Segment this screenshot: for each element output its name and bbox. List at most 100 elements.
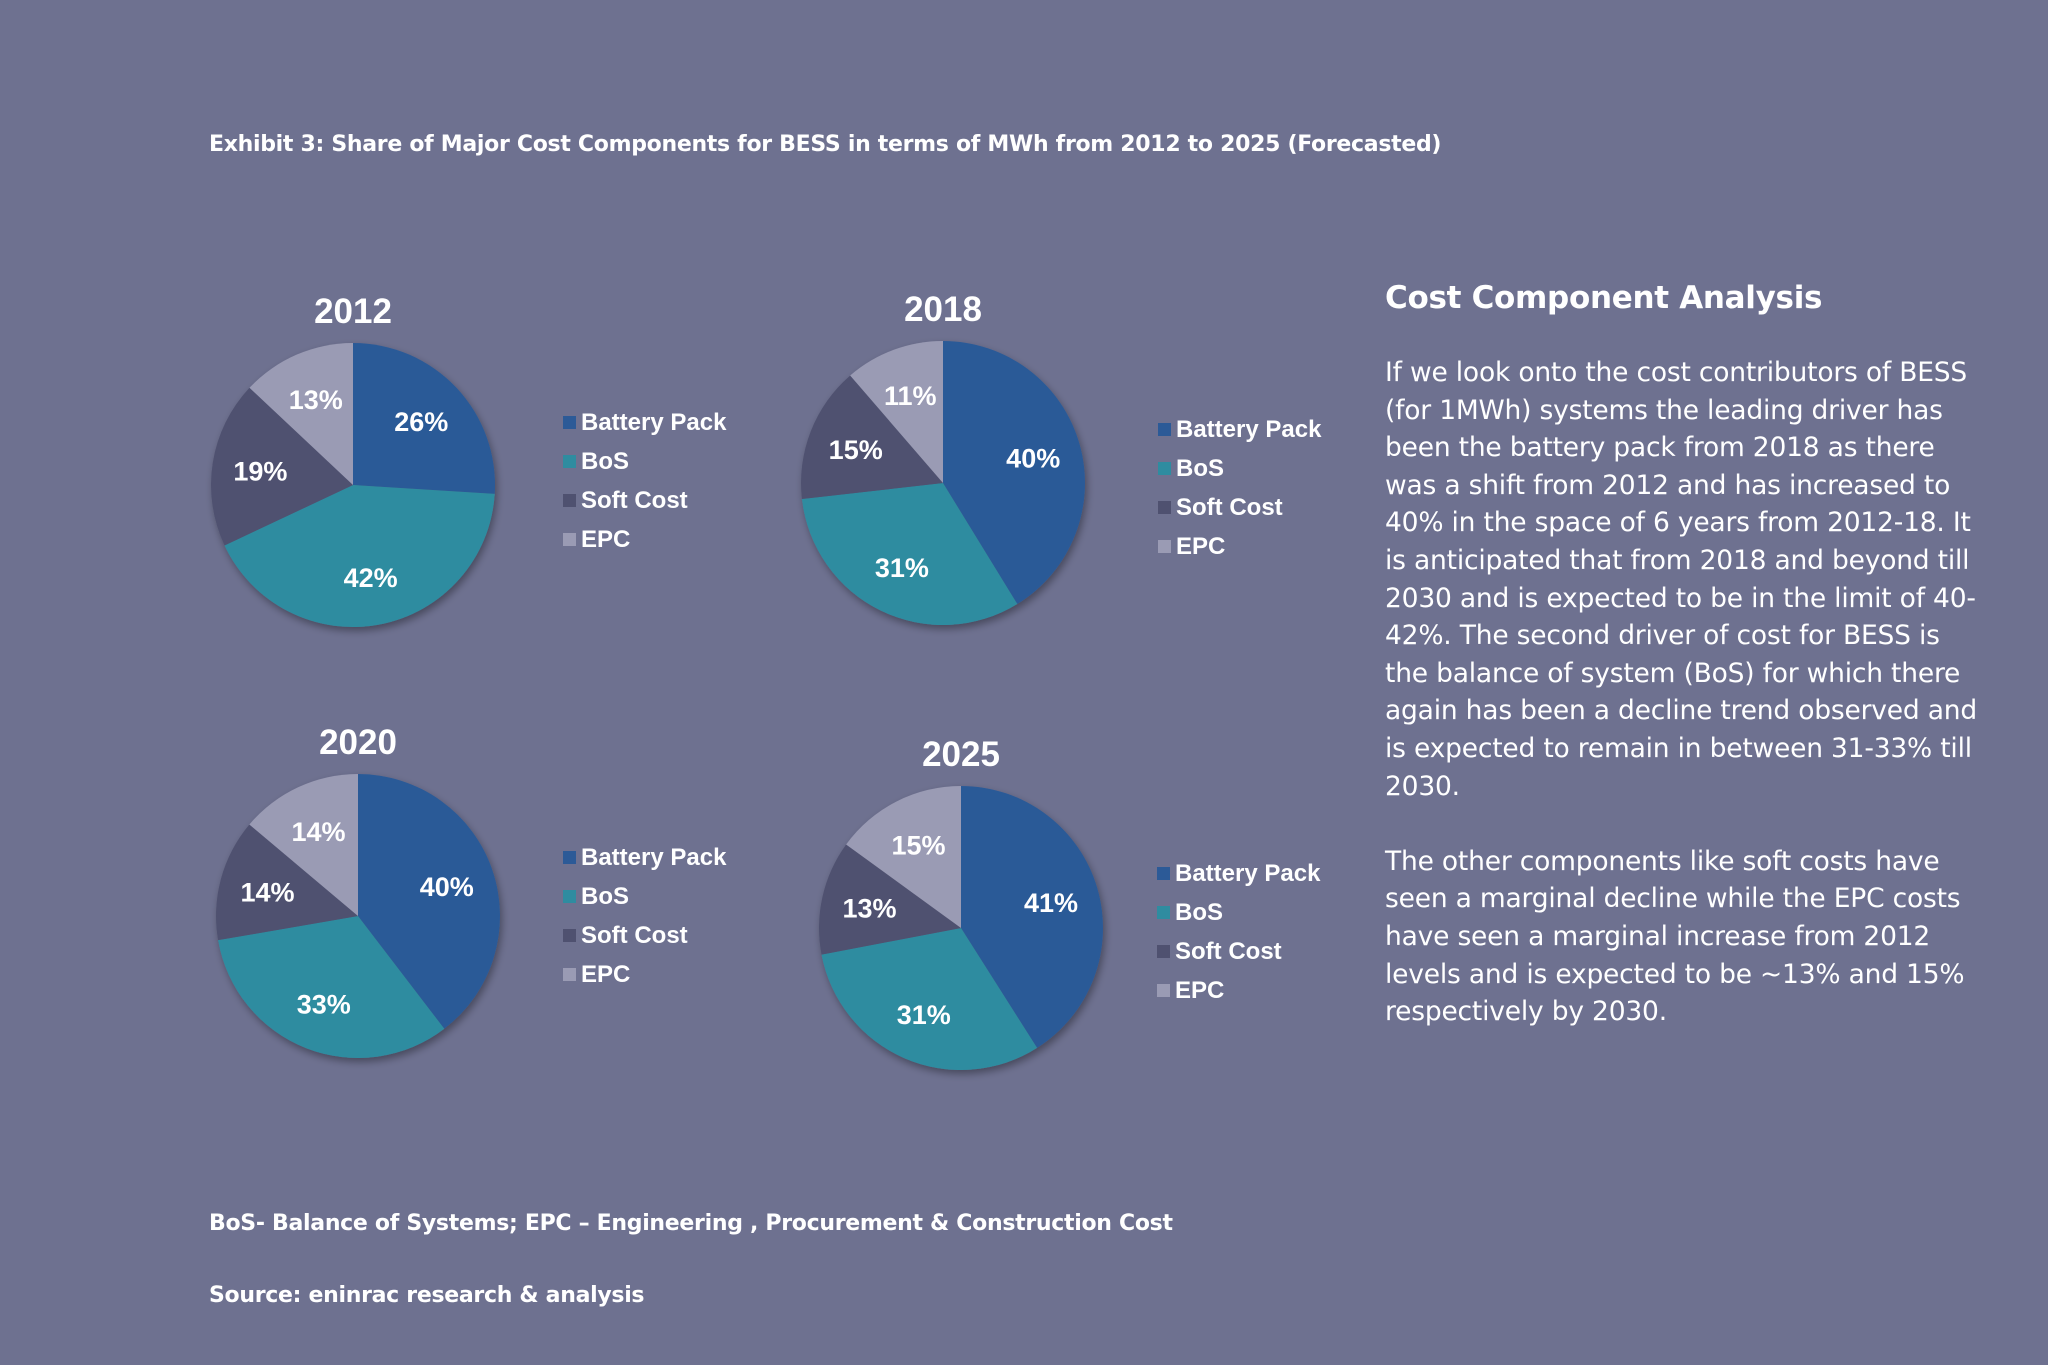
legend-label: Soft Cost — [581, 486, 688, 514]
legend-label: Battery Pack — [1175, 859, 1321, 887]
legend-item-epc: EPC — [563, 520, 726, 559]
data-label-epc: 11% — [884, 381, 937, 411]
analysis-panel: Cost Component Analysis If we look onto … — [1385, 280, 1985, 1068]
pie-slice-soft-cost — [800, 375, 943, 500]
data-label-epc: 14% — [291, 817, 345, 847]
pie-svg: 2012 26% 42% 19% 13% — [210, 292, 496, 628]
pie-slice-epc — [846, 786, 961, 928]
data-label-epc: 15% — [891, 831, 945, 861]
data-label-epc: 13% — [289, 385, 343, 415]
legend-swatch — [1157, 984, 1170, 997]
legend-item-bos: BoS — [563, 442, 726, 481]
legend-item-epc: EPC — [1157, 971, 1320, 1010]
exhibit-title: Exhibit 3: Share of Major Cost Component… — [209, 132, 1442, 157]
legend-swatch — [563, 929, 576, 942]
legend-label: Soft Cost — [1175, 937, 1282, 965]
pie-slice-bos — [801, 483, 1018, 625]
pie-slice-soft-cost — [215, 824, 358, 941]
pie-chart-2020: 2020 40% 33% 14% 14% — [205, 711, 525, 1076]
pie-chart-2018: 2018 40% 31% 15% 11% — [790, 278, 1110, 643]
legend-swatch — [1157, 945, 1170, 958]
data-label-soft-cost: 15% — [829, 435, 883, 465]
legend-label: Soft Cost — [581, 921, 688, 949]
legend-label: Battery Pack — [1176, 415, 1322, 443]
legend-label: Soft Cost — [1176, 493, 1283, 521]
legend-item-epc: EPC — [563, 955, 726, 994]
legend-item-bos: BoS — [1157, 893, 1320, 932]
analysis-paragraph-2: The other components like soft costs hav… — [1385, 845, 1965, 1028]
pie-slice-epc — [249, 343, 353, 485]
data-label-bos: 31% — [897, 1000, 951, 1030]
legend-item-soft-cost: Soft Cost — [1157, 932, 1320, 971]
pie-slice-epc — [249, 774, 358, 916]
legend-swatch — [1158, 423, 1171, 436]
pie-title: 2020 — [319, 723, 397, 762]
legend-item-battery-pack: Battery Pack — [563, 838, 726, 877]
legend-item-bos: BoS — [1158, 449, 1321, 488]
pie-slice-battery-pack — [353, 343, 496, 494]
legend-item-soft-cost: Soft Cost — [563, 916, 726, 955]
pie-title: 2025 — [922, 735, 1000, 774]
pie-slices — [215, 774, 501, 1059]
pie-slice-bos — [218, 916, 445, 1059]
legend-swatch — [563, 416, 576, 429]
analysis-heading: Cost Component Analysis — [1385, 280, 1823, 316]
legend-swatch — [1157, 867, 1170, 880]
legend-label: BoS — [1175, 898, 1223, 926]
data-label-soft-cost: 14% — [240, 878, 294, 908]
pie-title: 2018 — [904, 290, 982, 329]
pie-slice-battery-pack — [961, 786, 1103, 1048]
pie-slices — [819, 786, 1103, 1070]
legend-item-soft-cost: Soft Cost — [1158, 488, 1321, 527]
legend-item-battery-pack: Battery Pack — [1157, 854, 1320, 893]
legend-label: EPC — [581, 960, 631, 988]
legend-swatch — [563, 968, 576, 981]
legend-swatch — [1158, 501, 1171, 514]
data-label-soft-cost: 19% — [233, 456, 287, 486]
pie-slice-soft-cost — [210, 387, 353, 546]
pie-chart-2012: 2012 26% 42% 19% 13% — [200, 280, 520, 645]
legend-label: Battery Pack — [581, 843, 727, 871]
pie-svg: 2020 40% 33% 14% 14% — [215, 723, 501, 1059]
pie-slices — [210, 343, 496, 628]
legend-swatch — [563, 851, 576, 864]
analysis-paragraph-1: If we look onto the cost contributors of… — [1385, 357, 1977, 802]
source-note: Source: eninrac research & analysis — [209, 1283, 645, 1308]
legend-label: EPC — [1175, 976, 1225, 1004]
pie-svg: 2025 41% 31% 13% 15% — [819, 735, 1103, 1070]
pie-chart-2025: 2025 41% 31% 13% 15% — [808, 723, 1128, 1088]
legend-2025: Battery Pack BoS Soft Cost EPC — [1157, 854, 1320, 1010]
pie-slice-bos — [224, 485, 495, 628]
pie-title: 2012 — [314, 292, 392, 331]
data-label-soft-cost: 13% — [842, 894, 896, 924]
legend-label: EPC — [1176, 532, 1226, 560]
legend-2012: Battery Pack BoS Soft Cost EPC — [563, 403, 726, 559]
legend-2020: Battery Pack BoS Soft Cost EPC — [563, 838, 726, 994]
legend-swatch — [1158, 540, 1171, 553]
legend-label: BoS — [581, 447, 629, 475]
data-label-bos: 42% — [344, 563, 398, 593]
data-label-battery-pack: 40% — [1006, 444, 1060, 474]
legend-swatch — [1157, 906, 1170, 919]
legend-label: EPC — [581, 525, 631, 553]
legend-swatch — [563, 494, 576, 507]
data-label-battery-pack: 41% — [1024, 888, 1078, 918]
legend-swatch — [563, 533, 576, 546]
legend-item-battery-pack: Battery Pack — [563, 403, 726, 442]
pie-slice-soft-cost — [819, 844, 961, 955]
legend-swatch — [563, 455, 576, 468]
pie-slices — [800, 341, 1085, 625]
pie-svg: 2018 40% 31% 15%11% — [800, 290, 1085, 625]
pie-slice-epc — [850, 341, 943, 483]
legend-item-bos: BoS — [563, 877, 726, 916]
pie-slice-battery-pack — [358, 774, 501, 1029]
pie-slice-bos — [821, 928, 1038, 1070]
legend-label: BoS — [581, 882, 629, 910]
pie-slice-battery-pack — [943, 341, 1085, 605]
data-label-battery-pack: 26% — [394, 407, 448, 437]
legend-label: BoS — [1176, 454, 1224, 482]
abbreviation-note: BoS- Balance of Systems; EPC – Engineeri… — [209, 1211, 1173, 1236]
legend-item-battery-pack: Battery Pack — [1158, 410, 1321, 449]
data-label-battery-pack: 40% — [420, 872, 474, 902]
legend-swatch — [1158, 462, 1171, 475]
